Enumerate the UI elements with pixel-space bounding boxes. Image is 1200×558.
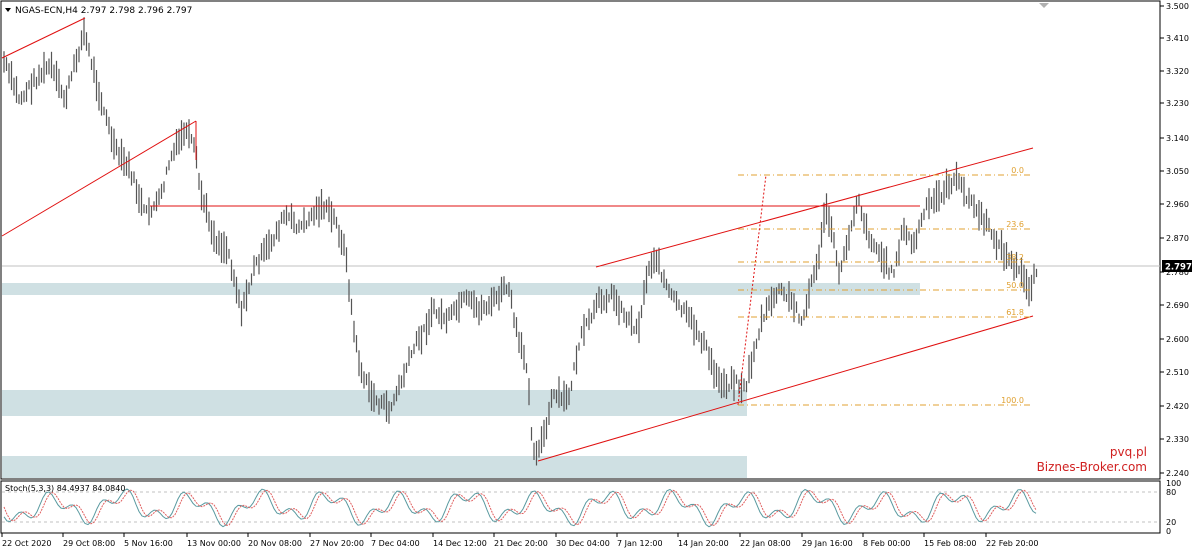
time-label: 29 Oct 08:00 — [63, 539, 115, 548]
fib-label-100: 100.0 — [1001, 396, 1024, 405]
price-tick-label: 3.320 — [1166, 67, 1189, 76]
time-label: 8 Feb 00:00 — [863, 539, 910, 548]
candles — [3, 17, 1038, 466]
time-label: 22 Oct 2020 — [2, 539, 51, 548]
time-label: 20 Nov 08:00 — [248, 539, 302, 548]
time-label: 5 Nov 16:00 — [124, 539, 173, 548]
price-tick-label: 2.510 — [1166, 368, 1189, 377]
price-tick-label: 3.050 — [1166, 167, 1189, 176]
channel-upper — [595, 147, 1034, 268]
zone-lower — [2, 456, 747, 478]
price-tick-label: 2.240 — [1166, 469, 1189, 478]
time-axis: 22 Oct 2020 29 Oct 08:00 5 Nov 16:00 13 … — [1, 533, 1038, 548]
channel-lower — [537, 315, 1034, 462]
price-axis: 3.500 3.410 3.320 3.230 3.140 3.050 2.96… — [1160, 2, 1189, 478]
fib-label-61-8: 61.8 — [1006, 308, 1024, 317]
trend-line-early-upper — [1, 17, 86, 59]
fibonacci-levels: 0.0 23.6 38.2 50.0 61.8 100.0 — [738, 166, 1030, 406]
time-label: 27 Nov 20:00 — [310, 539, 364, 548]
zone-upper — [2, 283, 920, 295]
scroll-marker-icon[interactable] — [1039, 3, 1049, 8]
stoch-level-100: 100 — [1166, 479, 1181, 488]
price-tick-label: 2.690 — [1166, 301, 1189, 310]
price-tick-label: 3.410 — [1166, 34, 1189, 43]
chart-title: NGAS-ECN,H4 2.797 2.798 2.796 2.797 — [15, 6, 192, 16]
fib-label-23-6: 23.6 — [1006, 220, 1024, 229]
stoch-level-20: 20 — [1166, 518, 1176, 527]
price-tick-label: 3.230 — [1166, 99, 1189, 108]
current-price-marker — [1162, 260, 1192, 272]
stoch-level-80: 80 — [1166, 488, 1176, 497]
time-label: 22 Feb 20:00 — [986, 539, 1038, 548]
time-label: 13 Nov 00:00 — [187, 539, 241, 548]
stoch-level-0: 0 — [1166, 527, 1171, 536]
time-label: 29 Jan 16:00 — [802, 539, 853, 548]
price-tick-label: 2.960 — [1166, 200, 1189, 209]
trend-lines — [1, 17, 1034, 462]
price-tick-label: 2.330 — [1166, 435, 1189, 444]
time-label: 22 Jan 08:00 — [740, 539, 791, 548]
time-label: 7 Jan 12:00 — [617, 539, 663, 548]
price-tick-label: 3.500 — [1166, 2, 1189, 11]
price-tick-label: 2.870 — [1166, 234, 1189, 243]
fib-label-50: 50.0 — [1006, 281, 1024, 290]
trend-line-early-lower — [1, 120, 197, 237]
time-label: 14 Dec 12:00 — [433, 539, 487, 548]
price-tick-label: 2.600 — [1166, 335, 1189, 344]
fib-label-0: 0.0 — [1011, 166, 1024, 175]
price-tick-label: 3.140 — [1166, 134, 1189, 143]
current-price-label: 2.797 — [1165, 263, 1192, 273]
time-label: 7 Dec 04:00 — [371, 539, 420, 548]
time-label: 14 Jan 20:00 — [678, 539, 729, 548]
price-tick-label: 2.780 — [1166, 268, 1189, 277]
time-label: 21 Dec 20:00 — [494, 539, 548, 548]
time-label: 30 Dec 04:00 — [556, 539, 610, 548]
watermark-line1: pvq.pl — [1110, 445, 1147, 459]
fib-trend-line — [737, 174, 767, 406]
stoch-panel-frame — [0, 480, 1161, 534]
stoch-signal-line — [3, 489, 1037, 527]
watermark-line2: Biznes-Broker.com — [1037, 460, 1147, 474]
time-label: 15 Feb 08:00 — [924, 539, 976, 548]
price-tick-label: 2.420 — [1166, 402, 1189, 411]
fib-label-38-2: 38.2 — [1006, 253, 1024, 262]
collapse-arrow-icon[interactable] — [5, 8, 11, 12]
stoch-label: Stoch(5,3,3) 84.4937 84.0840 — [5, 484, 125, 493]
